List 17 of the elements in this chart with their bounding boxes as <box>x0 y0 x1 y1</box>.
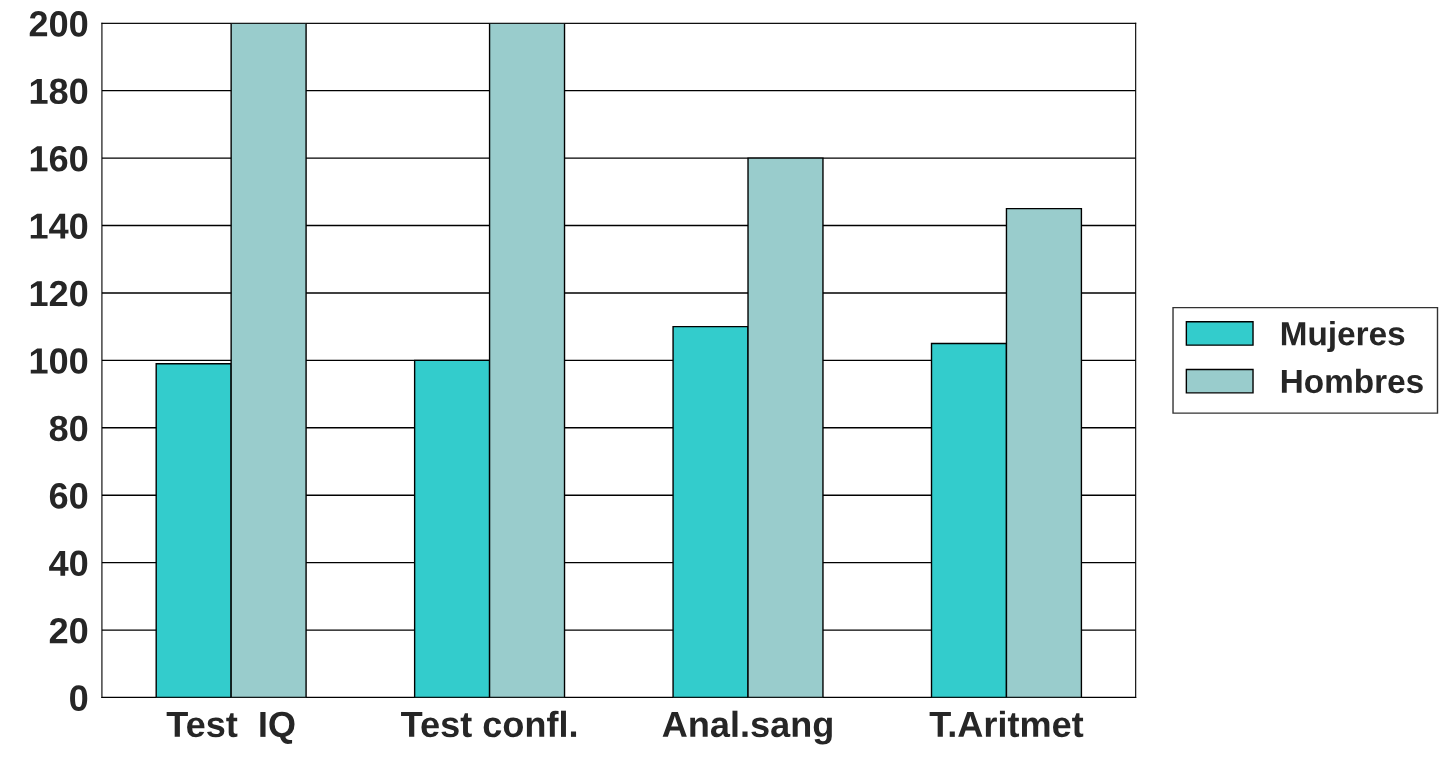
x-tick-label: T.Aritmet <box>929 710 1084 738</box>
legend-label: Mujeres <box>1281 320 1405 353</box>
y-tick-label: 0 <box>70 685 88 711</box>
y-tick-label: 20 <box>49 617 88 644</box>
x-tick-label: Test IQ <box>166 711 295 744</box>
y-tick-label: 40 <box>49 550 88 577</box>
y-tick-label: 60 <box>49 483 88 509</box>
legend-label: Hombres <box>1281 368 1423 394</box>
x-tick-label: Test confl. <box>401 710 577 738</box>
y-tick-label: 80 <box>49 415 88 442</box>
y-tick-label: 160 <box>30 145 88 172</box>
y-tick-label: 100 <box>30 348 88 374</box>
y-tick-label: 120 <box>30 280 88 307</box>
x-tick-label: Anal.sang <box>662 710 832 745</box>
y-tick-label: 180 <box>30 78 88 105</box>
y-tick-label: 140 <box>30 213 88 239</box>
y-tick-label: 200 <box>29 11 88 37</box>
